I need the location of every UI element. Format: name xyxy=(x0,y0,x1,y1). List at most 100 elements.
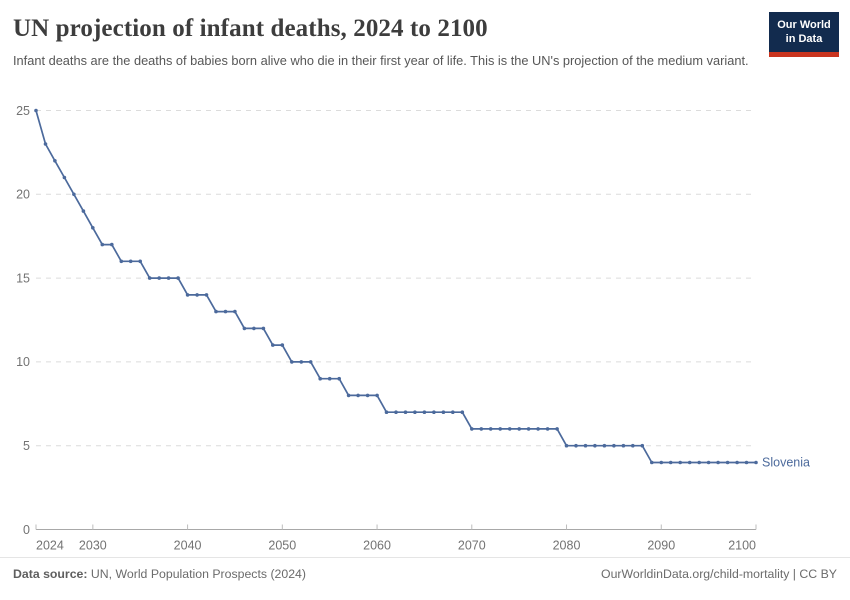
data-point xyxy=(195,293,199,297)
data-point xyxy=(583,443,588,448)
y-tick-label: 10 xyxy=(16,355,30,369)
data-point xyxy=(365,393,370,398)
x-tick-label: 2090 xyxy=(647,539,675,553)
data-point xyxy=(507,427,512,431)
data-point xyxy=(678,460,682,465)
data-source-label: Data source: xyxy=(13,567,88,581)
x-tick-label: 2030 xyxy=(79,539,107,553)
data-point xyxy=(536,427,540,431)
data-point xyxy=(394,410,398,415)
data-point xyxy=(488,427,493,431)
data-point xyxy=(602,443,607,448)
data-point xyxy=(280,343,285,347)
data-point xyxy=(413,410,417,415)
x-tick-label: 2100 xyxy=(728,539,756,553)
data-point xyxy=(650,460,654,465)
y-tick-label: 15 xyxy=(16,271,30,285)
data-source-text: UN, World Population Prospects (2024) xyxy=(87,567,306,581)
data-point xyxy=(138,259,142,264)
data-point xyxy=(375,393,379,398)
data-point xyxy=(593,443,597,448)
data-point xyxy=(545,427,550,431)
data-point xyxy=(110,242,114,247)
data-point xyxy=(223,309,228,314)
data-point xyxy=(271,343,275,347)
x-tick-label: 2080 xyxy=(553,539,581,553)
x-tick-label: 2070 xyxy=(458,539,486,553)
data-point xyxy=(735,460,739,465)
data-point xyxy=(668,460,673,465)
data-point xyxy=(176,276,180,280)
data-point xyxy=(308,360,313,364)
data-point xyxy=(72,192,76,197)
page-title: UN projection of infant deaths, 2024 to … xyxy=(13,15,488,42)
data-point xyxy=(147,276,152,280)
logo-line-1: Our World xyxy=(777,19,831,31)
data-point xyxy=(384,410,389,415)
data-point xyxy=(43,142,48,146)
data-point xyxy=(754,460,758,465)
data-point xyxy=(716,460,720,465)
data-point xyxy=(422,410,427,415)
y-tick-label: 25 xyxy=(16,104,30,118)
data-point xyxy=(706,460,711,465)
data-point xyxy=(204,293,209,297)
data-point xyxy=(290,360,294,364)
data-point xyxy=(687,460,692,465)
y-tick-label: 0 xyxy=(23,523,30,537)
data-point xyxy=(157,276,161,280)
data-point xyxy=(517,427,521,431)
data-point xyxy=(261,326,266,331)
data-point xyxy=(346,393,351,398)
data-point xyxy=(327,376,332,381)
data-point xyxy=(744,460,749,465)
chart-header: UN projection of infant deaths, 2024 to … xyxy=(13,14,758,71)
data-point xyxy=(403,410,408,415)
data-point xyxy=(631,443,635,448)
owid-logo: Our World in Data xyxy=(769,12,839,57)
data-point xyxy=(612,443,616,448)
data-point xyxy=(214,309,218,314)
data-point xyxy=(185,293,190,297)
data-point xyxy=(119,259,124,264)
y-tick-label: 20 xyxy=(16,188,30,202)
chart-subtitle: Infant deaths are the deaths of babies b… xyxy=(13,53,749,68)
data-point xyxy=(659,460,664,465)
data-point xyxy=(233,309,237,314)
data-line xyxy=(35,109,757,464)
data-point xyxy=(621,443,626,448)
data-point xyxy=(441,410,446,415)
data-point xyxy=(470,427,474,431)
data-point xyxy=(100,242,105,247)
data-point xyxy=(526,427,531,431)
data-point xyxy=(640,443,645,448)
x-tick-label: 2060 xyxy=(363,539,391,553)
x-tick-label: 2024 xyxy=(36,539,64,553)
data-point xyxy=(81,209,86,213)
data-point xyxy=(34,108,38,113)
logo-red-bar xyxy=(769,51,839,57)
data-point xyxy=(337,376,342,381)
data-point xyxy=(299,360,304,364)
data-point xyxy=(451,410,455,415)
data-point xyxy=(53,159,57,163)
data-point xyxy=(91,226,95,230)
data-source: Data source: UN, World Population Prospe… xyxy=(13,567,306,581)
data-point xyxy=(574,443,578,448)
data-point xyxy=(555,427,559,431)
data-point xyxy=(460,410,465,415)
x-tick-label: 2040 xyxy=(174,539,202,553)
data-point xyxy=(252,326,256,331)
data-point xyxy=(242,326,247,331)
logo-line-2: in Data xyxy=(785,33,823,46)
data-point xyxy=(62,175,67,180)
data-point xyxy=(564,443,569,448)
credit-link[interactable]: OurWorldinData.org/child-mortality | CC … xyxy=(601,567,837,581)
entity-label: Slovenia xyxy=(762,456,810,470)
data-point xyxy=(128,259,133,264)
data-point xyxy=(498,427,503,431)
data-point xyxy=(318,376,323,381)
data-point xyxy=(697,460,701,465)
